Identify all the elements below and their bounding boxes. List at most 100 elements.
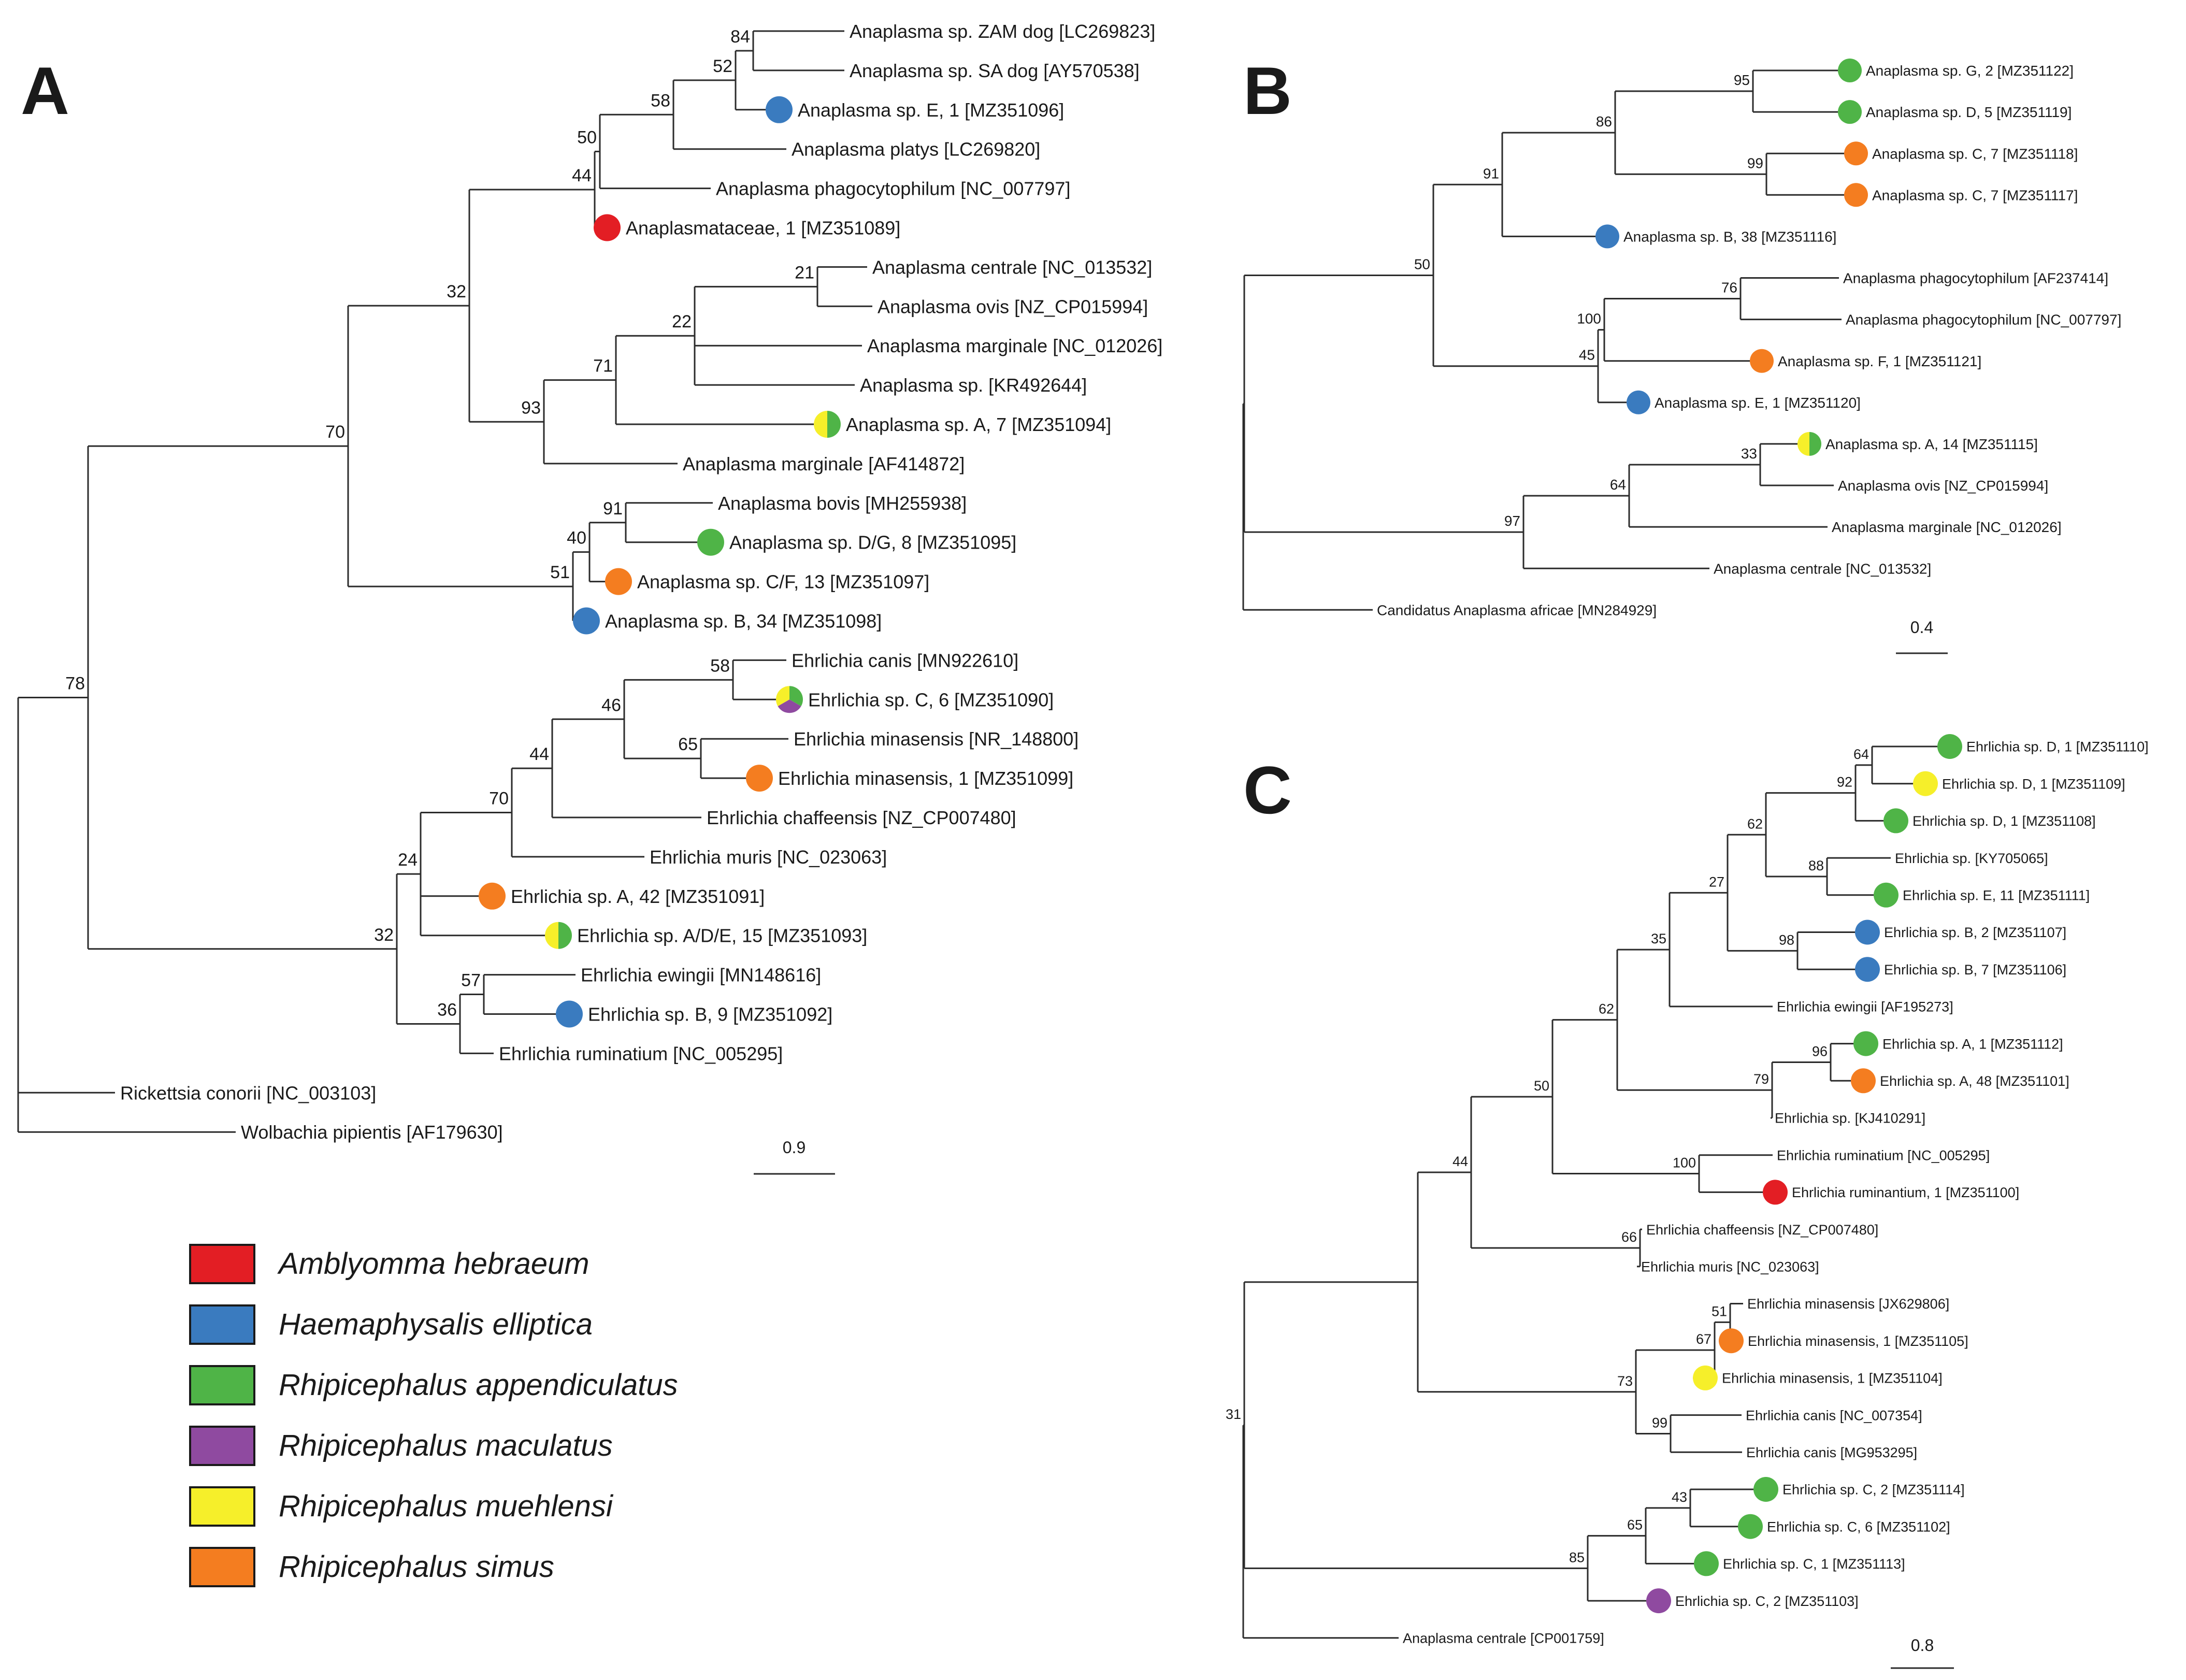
host-dot [1750,349,1774,373]
bootstrap-value: 21 [795,263,814,282]
host-dot [1844,141,1868,166]
host-marker-c-5 [1855,920,1880,945]
host-marker-b-0 [1838,59,1862,82]
host-dot [746,765,773,792]
host-dot [479,882,506,910]
leaf-label: Anaplasma marginale [NC_012026] [1832,519,2062,535]
leaf-label: Anaplasma sp. A, 14 [MZ351115] [1825,436,2038,452]
bootstrap-value: 97 [1504,513,1520,529]
host-dot [1838,100,1862,124]
tree-a-host-markers [479,96,841,1028]
leaf-label: Ehrlichia sp. C, 6 [MZ351090] [808,689,1054,710]
leaf-label: Ehrlichia minasensis [JX629806] [1747,1296,1949,1312]
host-marker-a-15 [573,607,600,635]
leaf-label: Anaplasma phagocytophilum [NC_007797] [1846,312,2121,328]
bootstrap-value: 67 [1696,1331,1712,1347]
leaf-label: Ehrlichia ruminatium [NC_005295] [499,1043,783,1064]
leaf-label: Rickettsia conorii [NC_003103] [120,1082,376,1103]
host-marker-a-19 [746,765,773,792]
bootstrap-value: 40 [567,528,586,548]
host-dot [1753,1477,1778,1502]
leaf-label: Ehrlichia sp. [KJ410291] [1775,1111,1925,1126]
tree-a-leaf-labels: Anaplasma sp. ZAM dog [LC269823] Anaplasm… [120,21,1162,1143]
leaf-label: Ehrlichia sp. D, 1 [MZ351109] [1942,776,2125,792]
leaf-label: Anaplasma ovis [NZ_CP015994] [878,296,1148,317]
bootstrap-value: 65 [1627,1517,1643,1533]
leaf-label: Ehrlichia sp. B, 2 [MZ351107] [1884,925,2066,940]
host-slice [1797,432,1809,456]
host-dot [1853,1031,1878,1056]
host-marker-c-2 [1883,808,1908,834]
bootstrap-value: 70 [325,422,345,442]
leaf-label: Ehrlichia minasensis, 1 [MZ351099] [778,768,1073,789]
leaf-label: Anaplasma centrale [NC_013532] [872,256,1152,278]
tree-a-support-values: 84 52 58 50 44 21 22 71 93 32 91 40 51 70 58 65 46 44 70 24… [65,27,814,1020]
host-marker-a-13 [697,528,724,556]
tree-b-host-markers [1595,59,1868,456]
scale-label-b: 0.4 [1910,618,1933,637]
bootstrap-value: 27 [1709,874,1724,889]
host-marker-b-4 [1595,224,1619,249]
tree-panel-b: Anaplasma sp. G, 2 [MZ351122] Anaplasma s… [1242,59,2121,654]
bootstrap-value: 65 [678,735,698,754]
host-marker-a-14 [605,568,632,595]
bootstrap-value: 35 [1651,931,1666,946]
host-dot [1627,390,1650,414]
host-marker-c-1 [1913,771,1938,796]
host-marker-a-22 [479,882,506,910]
host-slice [789,686,803,707]
leaf-label: Anaplasma sp. C, 7 [MZ351118] [1872,146,2078,162]
leaf-label: Anaplasma sp. B, 34 [MZ351098] [605,610,882,631]
leaf-label: Ehrlichia sp. D, 1 [MZ351108] [1912,813,2096,829]
host-dot [605,568,632,595]
bootstrap-value: 45 [1579,347,1595,363]
leaf-label: Ehrlichia sp. A, 1 [MZ351112] [1882,1036,2063,1052]
host-dot [1851,1068,1876,1094]
host-dot [573,607,600,635]
host-dot [1693,1365,1718,1390]
leaf-label: Ehrlichia sp. A, 42 [MZ351091] [511,886,765,907]
bootstrap-value: 58 [710,656,730,676]
leaf-label: Anaplasma sp. SA dog [AY570538] [850,60,1140,81]
leaf-label: Anaplasma sp. E, 1 [MZ351096] [798,99,1064,121]
leaf-label: Anaplasma sp. C, 7 [MZ351117] [1872,187,2078,203]
legend-label: Rhipicephalus appendiculatus [279,1368,678,1402]
panel-label-a: A [21,53,69,128]
leaf-label: Ehrlichia sp. [KY705065] [1895,851,2048,866]
bootstrap-value: 70 [489,789,509,809]
bootstrap-value: 99 [1747,155,1763,171]
tree-c-host-markers [1646,734,1962,1614]
leaf-label: Ehrlichia minasensis, 1 [MZ351105] [1748,1333,1968,1349]
bootstrap-value: 91 [1483,165,1499,181]
leaf-label: Wolbachia pipientis [AF179630] [241,1122,503,1143]
host-dot [556,1000,583,1028]
bootstrap-value: 93 [521,398,541,418]
host-marker-c-0 [1937,734,1962,759]
bootstrap-value: 32 [447,282,466,301]
leaf-label: Ehrlichia sp. E, 11 [MZ351111] [1903,888,2090,903]
bootstrap-value: 51 [1712,1303,1727,1319]
leaf-label: Ehrlichia sp. B, 7 [MZ351106] [1884,962,2066,978]
host-marker-a-25 [556,1000,583,1028]
host-legend: Amblyomma hebraeum Haemaphysalis elliptic… [189,1244,678,1587]
leaf-label: Anaplasma ovis [NZ_CP015994] [1838,478,2048,494]
tree-a-branches [17,30,872,1133]
host-marker-b-3 [1844,183,1868,207]
host-marker-c-21 [1738,1514,1763,1539]
tree-b-branches [1242,69,1844,611]
bootstrap-value: 43 [1672,1489,1687,1505]
scale-label-c: 0.8 [1911,1636,1934,1655]
host-dot [1855,957,1880,982]
legend-swatch [189,1304,255,1345]
bootstrap-value: 73 [1617,1373,1633,1389]
legend-swatch [189,1365,255,1405]
host-marker-c-17 [1693,1365,1718,1390]
host-dot [697,528,724,556]
host-dot [1874,882,1899,908]
legend-label: Rhipicephalus muehlensi [279,1489,614,1523]
leaf-label: Anaplasma bovis [MH255938] [718,493,967,514]
host-dot [1855,920,1880,945]
bootstrap-value: 95 [1734,72,1750,88]
host-marker-b-1 [1838,100,1862,124]
